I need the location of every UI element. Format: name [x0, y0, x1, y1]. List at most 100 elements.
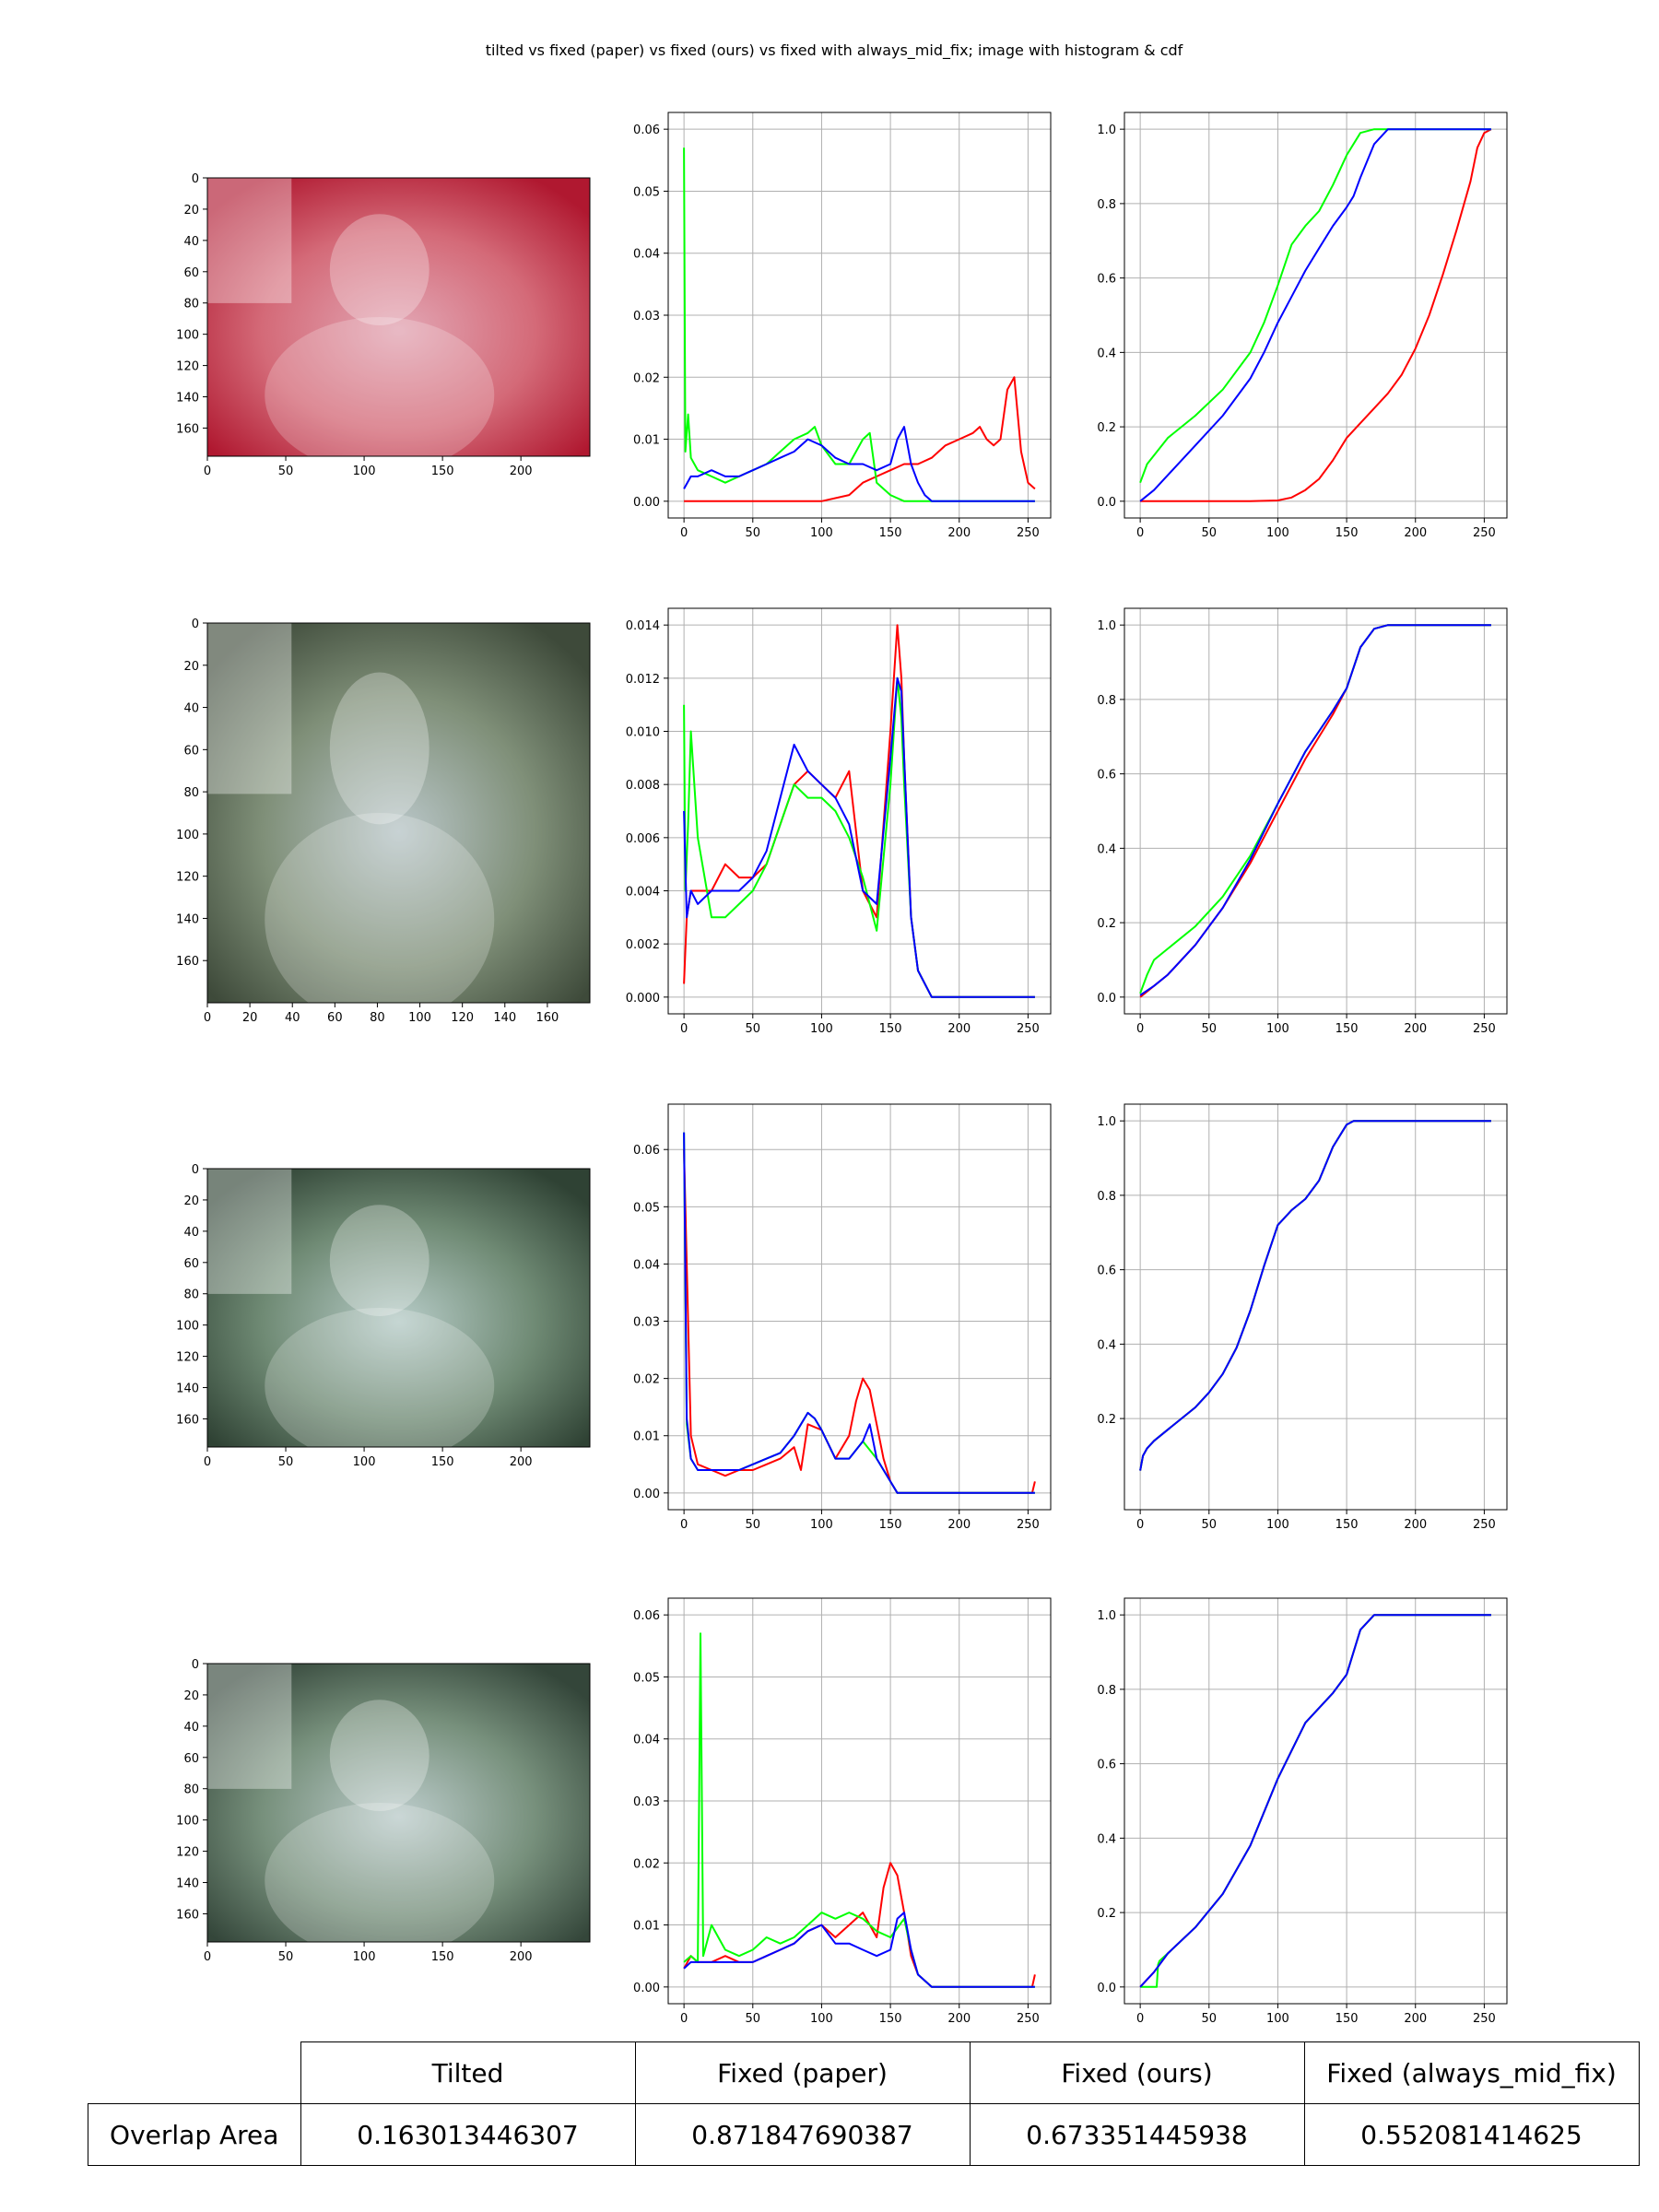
chart-panel-image: 0 50 100 150 200 0 20 40 60 80 100 120 140 160	[176, 1658, 591, 1964]
y-tick-label: 1.0	[1097, 619, 1116, 633]
series-line-b	[1139, 128, 1491, 502]
x-tick-label: 60	[327, 1011, 343, 1025]
x-tick-label: 0	[1136, 2012, 1144, 2026]
x-tick-label: 150	[1335, 1518, 1359, 1532]
y-tick-label: 1.0	[1097, 124, 1116, 137]
y-tick-label: 80	[183, 298, 199, 312]
y-tick-label: 0.05	[633, 1671, 660, 1685]
x-tick-label: 50	[1202, 1022, 1218, 1036]
chair-shape	[207, 178, 292, 303]
face-shape	[329, 672, 429, 825]
series-line-g	[683, 677, 1035, 998]
image-frame	[206, 622, 591, 1004]
series-line-b	[683, 1912, 1035, 1988]
x-tick-label: 250	[1017, 1022, 1040, 1036]
table-corner-cell	[88, 2041, 301, 2104]
x-tick-label: 100	[353, 1950, 376, 1964]
y-tick-label: 20	[183, 660, 199, 674]
chart-panel-image: 0 20 40 60 80 100 120 140 160 0 20 40 60 80 100 120 140 1…	[176, 618, 591, 1026]
y-tick-label: 160	[176, 955, 199, 969]
x-tick-label: 140	[493, 1011, 516, 1025]
y-tick-label: 0.012	[626, 673, 660, 687]
y-tick-label: 120	[176, 1351, 199, 1365]
y-tick-label: 160	[176, 1908, 199, 1922]
x-tick-label: 150	[431, 1950, 454, 1964]
table-row: Overlap Area 0.163013446307 0.8718476903…	[88, 2103, 1640, 2166]
x-tick-label: 0	[1136, 1518, 1144, 1532]
x-tick-label: 200	[1404, 1518, 1427, 1532]
series-line-r	[1140, 128, 1492, 502]
x-tick-label: 0	[1136, 1022, 1144, 1036]
x-tick-label: 150	[1335, 2012, 1359, 2026]
y-tick-label: 120	[176, 871, 199, 885]
series-line-b	[683, 426, 1035, 502]
axes-frame	[1124, 1103, 1508, 1511]
x-tick-label: 80	[370, 1011, 385, 1025]
x-tick-label: 200	[1404, 1022, 1427, 1036]
y-tick-label: 0.4	[1097, 1832, 1116, 1846]
table-cell: 0.552081414625	[1303, 2103, 1640, 2166]
y-tick-label: 0.00	[633, 1488, 660, 1501]
table-header-cell: Fixed (always_mid_fix)	[1303, 2041, 1640, 2104]
x-tick-label: 0	[204, 1011, 211, 1025]
y-tick-label: 0.2	[1097, 1413, 1116, 1427]
y-tick-label: 0.8	[1097, 1684, 1116, 1698]
y-tick-label: 0.0	[1097, 496, 1116, 510]
y-tick-label: 0.03	[633, 1795, 660, 1809]
table-header-cell: Fixed (paper)	[634, 2041, 971, 2104]
chart-panel-histogram: 0 50 100 150 200 250 0.000 0.002 0.004 0.006 0.008…	[626, 607, 1052, 1036]
y-tick-label: 0.6	[1097, 1759, 1116, 1772]
series-line-b	[1139, 1120, 1491, 1471]
x-tick-label: 200	[510, 1950, 533, 1964]
x-tick-label: 200	[510, 1455, 533, 1469]
x-tick-label: 150	[1335, 526, 1359, 540]
y-tick-label: 0.000	[626, 992, 660, 1006]
x-tick-label: 100	[810, 526, 833, 540]
x-tick-label: 250	[1017, 2012, 1040, 2026]
axes-frame	[1124, 1597, 1508, 2005]
x-tick-label: 50	[1202, 1518, 1218, 1532]
y-tick-label: 100	[176, 1320, 199, 1334]
x-tick-label: 0	[680, 2012, 688, 2026]
x-tick-label: 250	[1473, 1518, 1496, 1532]
y-tick-label: 0.8	[1097, 198, 1116, 212]
x-tick-label: 100	[353, 1455, 376, 1469]
x-tick-label: 50	[1202, 526, 1218, 540]
y-tick-label: 1.0	[1097, 1609, 1116, 1623]
x-tick-label: 50	[278, 1455, 294, 1469]
y-tick-label: 0.006	[626, 832, 660, 846]
y-tick-label: 0.03	[633, 1316, 660, 1330]
x-tick-label: 20	[242, 1011, 258, 1025]
y-tick-label: 0.06	[633, 1144, 660, 1158]
body-shape	[265, 317, 495, 474]
y-tick-label: 0	[192, 618, 199, 631]
body-shape	[265, 1308, 495, 1465]
y-tick-label: 0.014	[626, 619, 660, 633]
x-tick-label: 50	[746, 2012, 761, 2026]
y-tick-label: 0.2	[1097, 917, 1116, 931]
x-tick-label: 250	[1017, 1518, 1040, 1532]
chart-panel-cdf: 0 50 100 150 200 250 0.0 0.2 0.4 0.6 0.8 1.0	[1097, 1597, 1508, 2026]
y-tick-label: 1.0	[1097, 1115, 1116, 1129]
y-tick-label: 0.4	[1097, 842, 1116, 856]
y-tick-label: 0.04	[633, 1734, 660, 1747]
plot-area	[1124, 608, 1507, 1014]
x-tick-label: 160	[535, 1011, 559, 1025]
y-tick-label: 0.0	[1097, 992, 1116, 1006]
y-tick-label: 0.002	[626, 938, 660, 952]
x-tick-label: 200	[1404, 2012, 1427, 2026]
body-shape	[265, 813, 495, 1026]
y-tick-label: 40	[183, 1226, 199, 1240]
chart-panel-histogram: 0 50 100 150 200 250 0.00 0.01 0.02 0.03 0.04 0.05 0…	[633, 112, 1052, 540]
x-tick-label: 0	[680, 526, 688, 540]
x-tick-label: 100	[1266, 1022, 1289, 1036]
results-table: Tilted Fixed (paper) Fixed (ours) Fixed …	[88, 2041, 1640, 2166]
plot-area	[1124, 1104, 1507, 1510]
photo-image	[207, 623, 590, 1003]
x-tick-label: 150	[1335, 1022, 1359, 1036]
series-line-g	[1139, 128, 1491, 484]
y-tick-label: 0.04	[633, 1258, 660, 1272]
x-tick-label: 200	[947, 1518, 971, 1532]
y-tick-label: 160	[176, 1413, 199, 1427]
